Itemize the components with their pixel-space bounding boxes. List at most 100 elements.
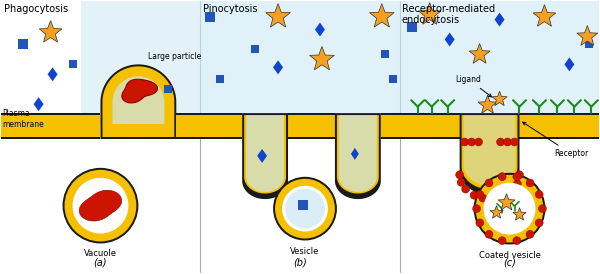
Circle shape <box>511 138 518 146</box>
Text: Vacuole: Vacuole <box>84 249 117 258</box>
Circle shape <box>475 138 482 146</box>
Polygon shape <box>310 47 334 70</box>
Polygon shape <box>407 22 417 32</box>
Polygon shape <box>370 4 394 27</box>
Polygon shape <box>565 58 574 71</box>
Polygon shape <box>490 206 503 218</box>
Polygon shape <box>242 113 288 199</box>
Polygon shape <box>381 50 389 58</box>
Text: Pinocytosis: Pinocytosis <box>203 4 258 14</box>
Polygon shape <box>205 12 215 22</box>
Circle shape <box>513 237 521 245</box>
Polygon shape <box>478 95 497 113</box>
Bar <box>520 115 599 137</box>
Bar <box>400 1 599 126</box>
Circle shape <box>508 186 517 194</box>
Circle shape <box>285 189 325 229</box>
Text: Receptor-mediated
endocytosis: Receptor-mediated endocytosis <box>402 4 495 25</box>
Circle shape <box>73 178 128 233</box>
Circle shape <box>485 230 493 238</box>
Polygon shape <box>498 194 515 210</box>
Polygon shape <box>257 149 267 163</box>
Polygon shape <box>315 22 325 36</box>
Bar <box>288 115 335 137</box>
Bar <box>200 115 242 137</box>
Circle shape <box>62 168 139 244</box>
Circle shape <box>65 170 136 241</box>
Circle shape <box>497 138 505 146</box>
Circle shape <box>467 138 476 146</box>
Bar <box>1 113 100 139</box>
Polygon shape <box>266 4 290 27</box>
Text: Coated vesicle: Coated vesicle <box>479 252 541 260</box>
Circle shape <box>535 219 543 227</box>
Polygon shape <box>251 45 259 53</box>
Polygon shape <box>17 39 28 49</box>
Polygon shape <box>34 97 44 111</box>
Circle shape <box>485 179 493 187</box>
Circle shape <box>455 171 464 179</box>
Polygon shape <box>339 115 377 192</box>
Polygon shape <box>112 76 164 124</box>
Circle shape <box>476 190 484 198</box>
Polygon shape <box>164 85 172 93</box>
Polygon shape <box>494 13 505 27</box>
Circle shape <box>526 230 534 238</box>
Circle shape <box>498 173 506 181</box>
Circle shape <box>473 205 481 213</box>
Circle shape <box>457 178 465 186</box>
Circle shape <box>461 138 469 146</box>
Bar <box>381 115 400 137</box>
Bar <box>1 115 100 137</box>
Circle shape <box>503 138 512 146</box>
Polygon shape <box>418 3 441 24</box>
Text: Vesicle: Vesicle <box>290 247 320 256</box>
Text: Phagocytosis: Phagocytosis <box>4 4 68 14</box>
Bar <box>288 113 335 139</box>
Polygon shape <box>577 25 598 45</box>
Circle shape <box>484 183 535 235</box>
Circle shape <box>476 219 484 227</box>
Polygon shape <box>464 115 515 185</box>
Circle shape <box>275 179 335 238</box>
Circle shape <box>526 179 534 187</box>
Polygon shape <box>122 79 158 103</box>
Polygon shape <box>68 60 77 68</box>
Polygon shape <box>460 113 520 195</box>
Polygon shape <box>100 64 176 139</box>
Circle shape <box>476 175 544 242</box>
Text: Ligand: Ligand <box>455 75 491 97</box>
Polygon shape <box>244 115 286 193</box>
Polygon shape <box>513 208 526 220</box>
Polygon shape <box>47 67 58 81</box>
Circle shape <box>473 173 545 244</box>
Text: (b): (b) <box>293 257 307 267</box>
Circle shape <box>514 180 521 188</box>
Polygon shape <box>273 60 283 74</box>
Bar <box>176 113 200 139</box>
Polygon shape <box>337 115 379 193</box>
Text: Large particle: Large particle <box>148 52 202 61</box>
Text: (a): (a) <box>94 257 107 267</box>
Polygon shape <box>335 113 381 199</box>
Bar <box>176 115 200 137</box>
Circle shape <box>479 194 487 202</box>
Polygon shape <box>445 33 455 47</box>
Bar <box>80 1 200 126</box>
Polygon shape <box>216 75 224 83</box>
Polygon shape <box>39 21 62 42</box>
Bar <box>200 113 242 139</box>
Bar <box>400 113 460 139</box>
Circle shape <box>535 190 543 198</box>
Bar <box>400 115 460 137</box>
Circle shape <box>470 191 478 199</box>
Bar <box>520 113 599 139</box>
Circle shape <box>490 194 499 202</box>
Text: (c): (c) <box>503 257 516 267</box>
Circle shape <box>513 173 521 181</box>
Polygon shape <box>533 5 556 26</box>
Circle shape <box>515 171 523 179</box>
Polygon shape <box>389 75 397 83</box>
Polygon shape <box>246 115 284 192</box>
Polygon shape <box>351 148 359 160</box>
